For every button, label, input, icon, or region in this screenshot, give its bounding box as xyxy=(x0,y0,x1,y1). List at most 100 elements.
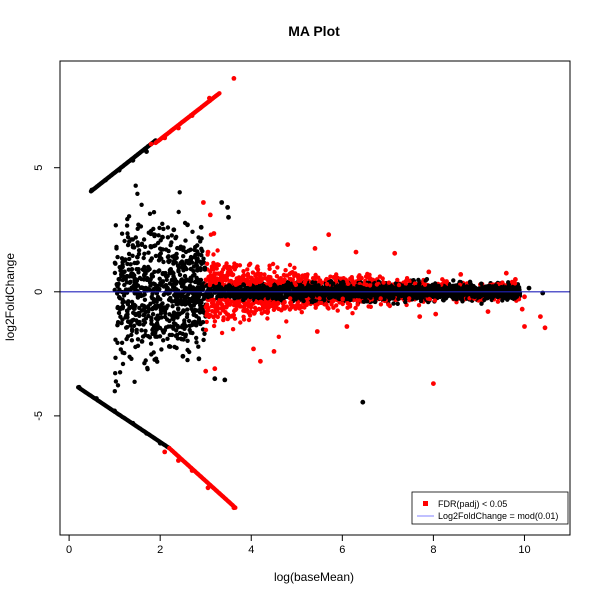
gene-point xyxy=(496,287,501,293)
gene-point xyxy=(205,294,211,300)
gene-point xyxy=(192,279,198,285)
gene-point xyxy=(403,296,408,301)
significant-gene-point xyxy=(214,309,219,314)
gene-point xyxy=(196,300,202,305)
gene-point xyxy=(200,320,206,325)
legend-fdr-label: FDR(padj) < 0.05 xyxy=(438,499,507,509)
gene-point xyxy=(156,286,162,292)
gene-point xyxy=(375,292,380,298)
significant-gene-point xyxy=(211,298,217,303)
gene-point xyxy=(132,245,137,250)
gene-point xyxy=(297,295,302,301)
gene-point xyxy=(139,242,144,247)
gene-point xyxy=(119,231,125,236)
gene-point xyxy=(157,254,162,260)
gene-point xyxy=(165,336,170,341)
gene-point xyxy=(186,258,191,264)
gene-point xyxy=(385,286,390,291)
gene-point xyxy=(175,336,180,341)
legend: FDR(padj) < 0.05 Log2FoldChange = mod(0.… xyxy=(411,491,569,525)
series-1-point-26 xyxy=(166,344,172,349)
significant-gene-point xyxy=(213,262,218,268)
significant-gene-point xyxy=(219,302,225,307)
gene-point xyxy=(143,328,148,334)
series-0-point-13 xyxy=(211,231,217,236)
gene-point xyxy=(146,250,151,255)
gene-point xyxy=(155,296,161,302)
axis-layer: 0 2 4 6 8 10-505 xyxy=(33,60,571,556)
gene-point xyxy=(417,281,422,286)
series-1-point-18 xyxy=(196,356,202,362)
significant-gene-point xyxy=(293,271,298,276)
gene-point xyxy=(177,330,183,336)
series-1-point-10 xyxy=(157,440,163,446)
gene-point xyxy=(311,284,316,289)
series-0-point-16 xyxy=(312,246,318,251)
gene-point xyxy=(310,280,315,285)
significant-gene-point xyxy=(296,278,302,284)
gene-point xyxy=(407,292,412,297)
gene-point xyxy=(184,314,190,320)
gene-point xyxy=(117,265,122,270)
significant-gene-point xyxy=(217,311,223,316)
gene-point xyxy=(158,251,163,256)
gene-point xyxy=(132,281,137,286)
significant-gene-point xyxy=(378,296,383,301)
series-1-point-24 xyxy=(139,339,145,344)
series-0-point-36 xyxy=(538,314,543,319)
gene-point xyxy=(139,202,144,207)
series-1-point-0 xyxy=(89,187,95,193)
significant-gene-point xyxy=(259,311,264,316)
significant-gene-point xyxy=(224,301,230,306)
gene-point xyxy=(373,296,378,301)
significant-gene-point xyxy=(345,279,350,284)
significant-gene-point xyxy=(324,281,330,287)
gene-point xyxy=(142,251,147,256)
significant-gene-point xyxy=(234,299,239,305)
significant-gene-point xyxy=(293,282,299,288)
significant-gene-point xyxy=(213,280,219,286)
gene-point xyxy=(183,324,189,329)
significant-gene-point xyxy=(282,306,287,311)
gene-point xyxy=(112,270,118,276)
gene-point xyxy=(131,310,136,315)
gene-point xyxy=(351,286,356,291)
series-0-point-9 xyxy=(176,458,181,463)
gene-point xyxy=(263,286,268,292)
series-0-point-27 xyxy=(431,381,436,386)
gene-point xyxy=(202,265,207,270)
gene-point xyxy=(331,281,336,286)
gene-point xyxy=(363,287,368,292)
significant-gene-point xyxy=(325,305,330,310)
gene-point xyxy=(290,284,295,290)
gene-point xyxy=(423,278,428,283)
gene-point xyxy=(167,318,172,324)
gene-point xyxy=(120,361,126,367)
significant-gene-point xyxy=(341,276,346,281)
gene-point xyxy=(479,301,484,306)
significant-gene-point xyxy=(282,300,287,305)
gene-point xyxy=(129,318,135,323)
gene-point xyxy=(129,338,135,343)
gene-point xyxy=(201,310,206,315)
gene-point xyxy=(209,293,214,298)
significant-gene-point xyxy=(210,309,215,314)
x-tick-label: 10 xyxy=(518,544,530,556)
significant-gene-point xyxy=(207,279,213,284)
gene-point xyxy=(166,254,171,259)
gene-point xyxy=(148,341,154,346)
significant-gene-point xyxy=(242,302,248,307)
series-1-point-12 xyxy=(225,205,231,210)
gene-point xyxy=(125,334,131,339)
significant-gene-point xyxy=(233,282,239,288)
series-1-point-11 xyxy=(219,200,225,205)
gene-point xyxy=(493,283,498,288)
gene-point xyxy=(177,190,182,195)
series-0-point-37 xyxy=(522,294,527,300)
gene-point xyxy=(353,293,359,298)
gene-point xyxy=(126,287,132,292)
gene-point xyxy=(174,234,179,240)
significant-gene-point xyxy=(250,277,256,282)
significant-gene-point xyxy=(241,314,246,319)
gene-point xyxy=(188,275,193,281)
